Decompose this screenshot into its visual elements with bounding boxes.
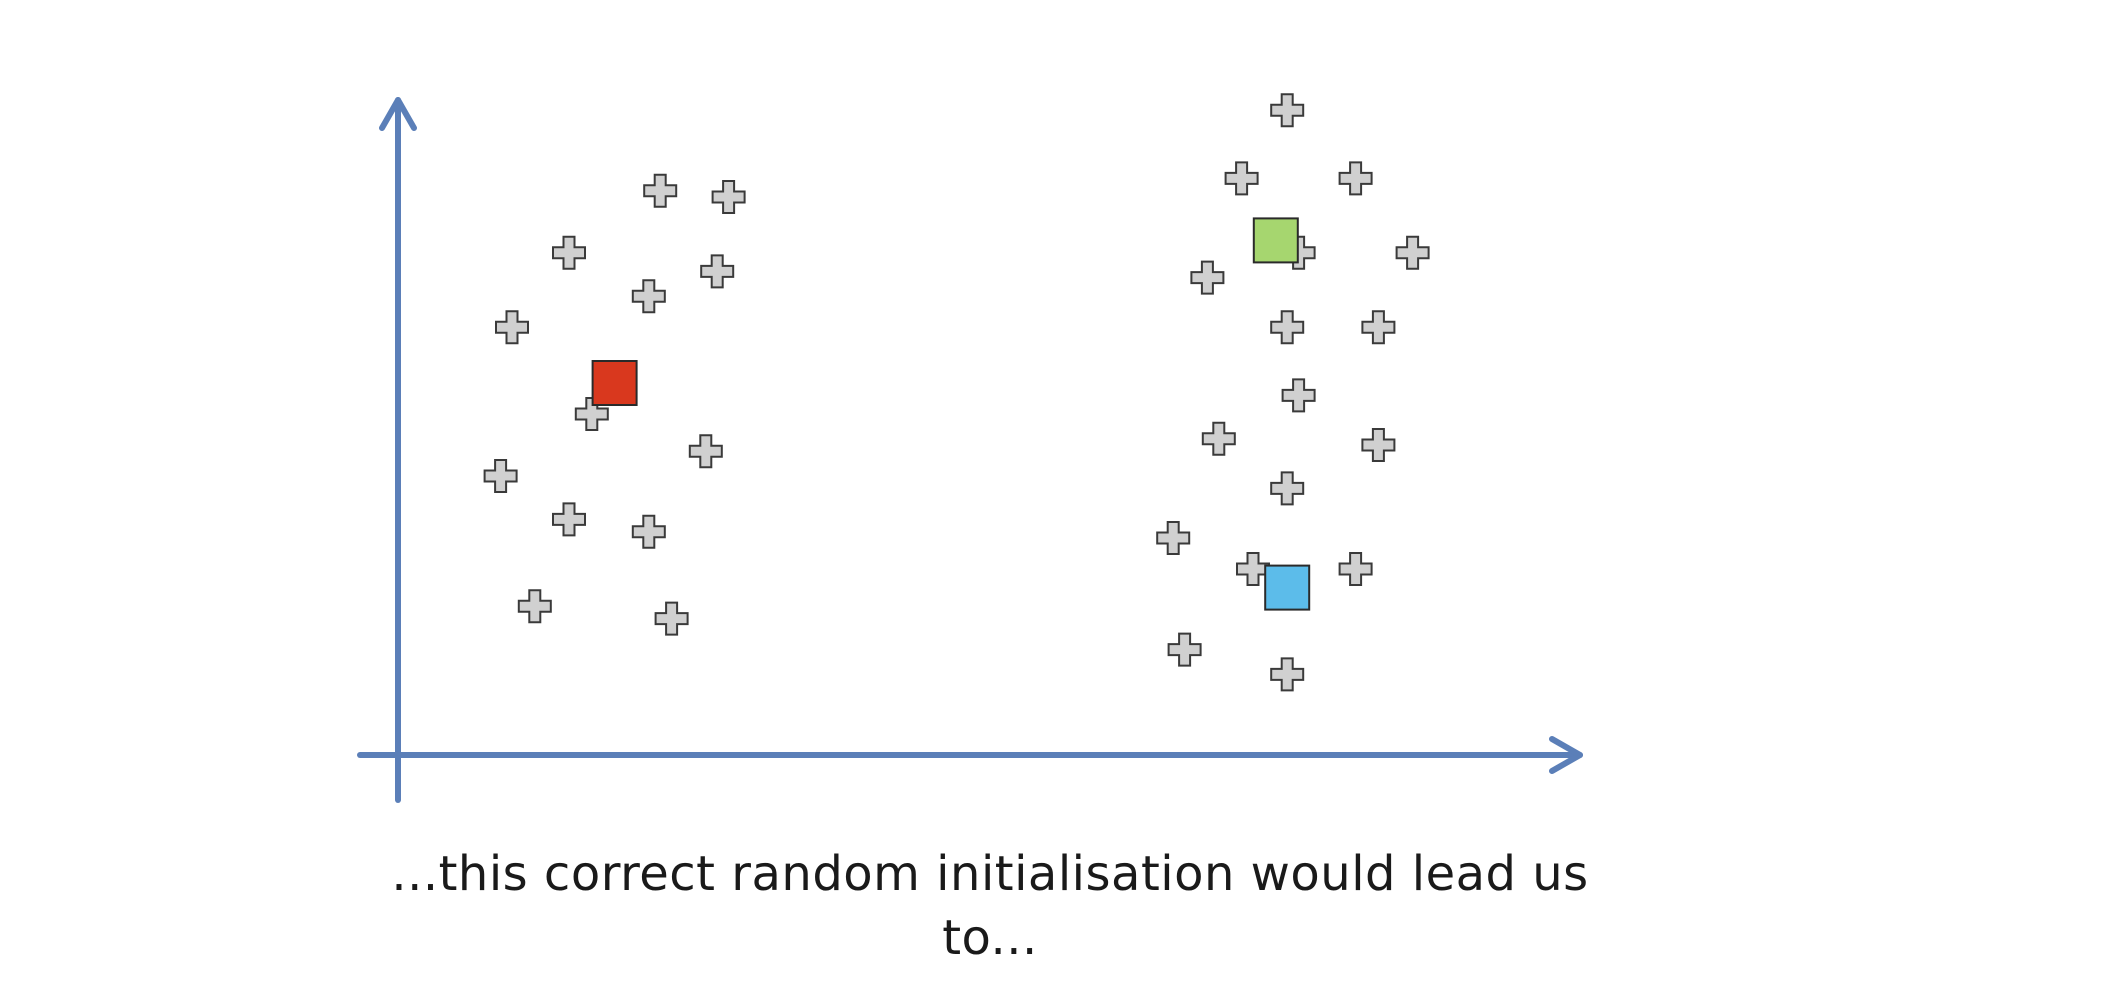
plus-icon xyxy=(1224,161,1259,196)
plus-icon xyxy=(643,173,678,208)
plus-icon xyxy=(1167,632,1202,667)
plus-icon xyxy=(688,434,723,469)
y-axis-arrowhead xyxy=(379,97,417,131)
plus-icon xyxy=(1236,552,1270,586)
caption-text: ...this correct random initialisation wo… xyxy=(391,846,1589,966)
plus-icon xyxy=(517,589,552,624)
plus-icon xyxy=(1156,521,1191,555)
plus-icon xyxy=(1270,471,1305,506)
plus-icon xyxy=(1201,421,1236,456)
plus-icon xyxy=(574,397,609,431)
plus-icon xyxy=(631,514,666,549)
plus-icon xyxy=(1270,310,1305,345)
centroid-blue xyxy=(1264,564,1311,611)
plus-icon xyxy=(711,180,746,214)
plus-icon xyxy=(495,310,529,345)
plus-icon xyxy=(1190,260,1225,295)
plus-icon xyxy=(1395,235,1430,270)
centroid-green xyxy=(1252,217,1299,264)
plus-icon xyxy=(1270,657,1305,692)
plus-icon xyxy=(483,459,518,493)
plus-icon xyxy=(1281,378,1316,413)
plus-icon xyxy=(1270,93,1305,128)
plus-icon xyxy=(1338,161,1373,196)
plus-icon xyxy=(1361,428,1396,462)
centroids xyxy=(591,217,1311,611)
plus-icon xyxy=(631,279,666,314)
data-points xyxy=(483,93,1430,692)
plus-icon xyxy=(552,502,586,537)
plus-icon xyxy=(700,254,735,289)
axes xyxy=(357,97,1583,803)
plus-icon xyxy=(1361,310,1396,345)
plus-icon xyxy=(1338,552,1373,586)
centroid-red xyxy=(591,360,638,406)
x-axis-arrowhead xyxy=(1549,736,1583,774)
plus-icon xyxy=(552,235,586,270)
plus-icon xyxy=(654,601,689,636)
